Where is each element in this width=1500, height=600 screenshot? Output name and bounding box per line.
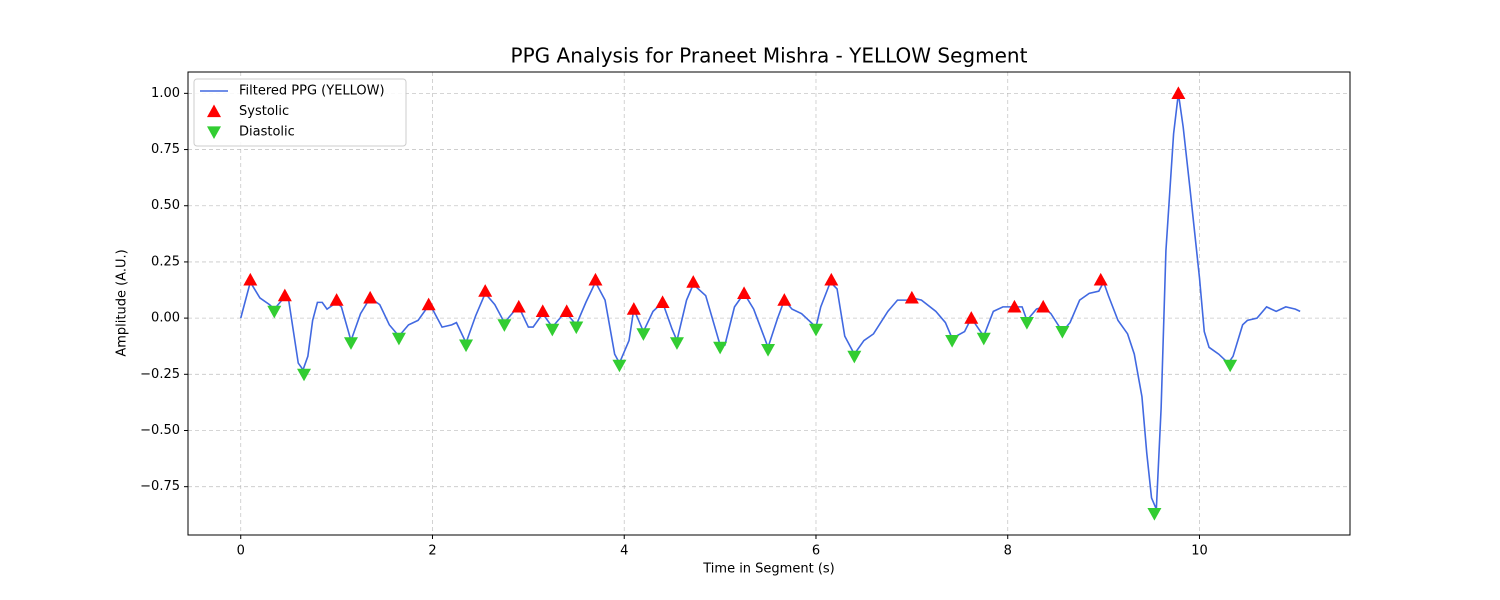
diastolic-marker	[761, 343, 776, 357]
x-tick-label: 2	[428, 544, 436, 559]
y-tick-label: 0.25	[151, 254, 180, 269]
legend-label: Systolic	[239, 104, 289, 119]
diastolic-marker	[391, 332, 406, 346]
diastolic-marker	[976, 332, 991, 346]
y-tick-label: 0.00	[151, 311, 180, 326]
systolic-marker	[1036, 299, 1051, 313]
systolic-marker	[588, 272, 603, 286]
ppg-line	[239, 93, 1301, 510]
legend-label: Diastolic	[239, 125, 295, 140]
diastolic-marker	[497, 319, 512, 332]
systolic-marker	[478, 284, 493, 297]
legend-marker	[207, 104, 221, 118]
diastolic-marker	[847, 350, 862, 364]
diastolic-marker	[669, 337, 684, 350]
systolic-marker	[824, 272, 839, 286]
systolic-marker	[421, 297, 436, 311]
systolic-marker	[559, 304, 574, 317]
y-tick-label: −0.50	[140, 423, 180, 438]
x-axis-label: Time in Segment (s)	[702, 562, 834, 577]
diastolic-marker	[1055, 325, 1070, 339]
grid	[188, 72, 1350, 535]
y-tick-label: −0.25	[140, 367, 180, 382]
y-tick-label: 0.75	[151, 142, 180, 157]
diastolic-marker	[1147, 508, 1162, 521]
y-tick-label: 1.00	[151, 86, 180, 101]
legend-label: Filtered PPG (YELLOW)	[239, 84, 385, 99]
systolic-marker	[904, 290, 919, 304]
systolic-marker	[1093, 272, 1108, 286]
x-tick-label: 10	[1191, 544, 1208, 559]
systolic-marker	[1007, 299, 1022, 313]
plot-frame	[187, 71, 1351, 536]
systolic-marker	[777, 293, 792, 306]
y-tick-label: 0.50	[151, 198, 180, 213]
diastolic-marker	[267, 305, 282, 319]
systolic-marker	[655, 295, 670, 308]
diastolic-marker	[297, 368, 312, 382]
x-tick-label: 0	[237, 544, 245, 559]
x-tick-label: 8	[1004, 544, 1012, 559]
systolic-marker	[363, 290, 378, 304]
diastolic-marker	[713, 341, 728, 355]
y-tick-label: −0.75	[140, 479, 180, 494]
systolic-marker	[1171, 86, 1186, 99]
diastolic-marker	[343, 337, 358, 350]
systolic-marker	[511, 299, 526, 313]
chart-title: PPG Analysis for Praneet Mishra - YELLOW…	[511, 44, 1028, 68]
systolic-marker	[626, 302, 641, 315]
systolic-marker	[686, 275, 701, 288]
x-tick-label: 6	[812, 544, 820, 559]
systolic-marker	[329, 293, 344, 306]
diastolic-marker	[945, 334, 960, 348]
legend-box	[193, 78, 407, 147]
diastolic-marker	[545, 323, 560, 337]
legend-marker	[207, 126, 221, 139]
systolic-marker	[535, 304, 550, 317]
diastolic-marker	[612, 359, 627, 373]
diastolic-marker	[808, 323, 823, 337]
diastolic-marker	[459, 339, 474, 353]
diastolic-marker	[636, 328, 651, 341]
diastolic-marker	[1223, 359, 1238, 373]
diastolic-marker	[569, 321, 584, 335]
systolic-marker	[737, 286, 752, 299]
systolic-marker	[964, 311, 979, 324]
systolic-marker	[243, 272, 258, 286]
y-axis-label: Amplitude (A.U.)	[115, 249, 130, 356]
x-tick-label: 4	[620, 544, 628, 559]
diastolic-marker	[1019, 317, 1034, 330]
systolic-marker	[277, 288, 292, 302]
